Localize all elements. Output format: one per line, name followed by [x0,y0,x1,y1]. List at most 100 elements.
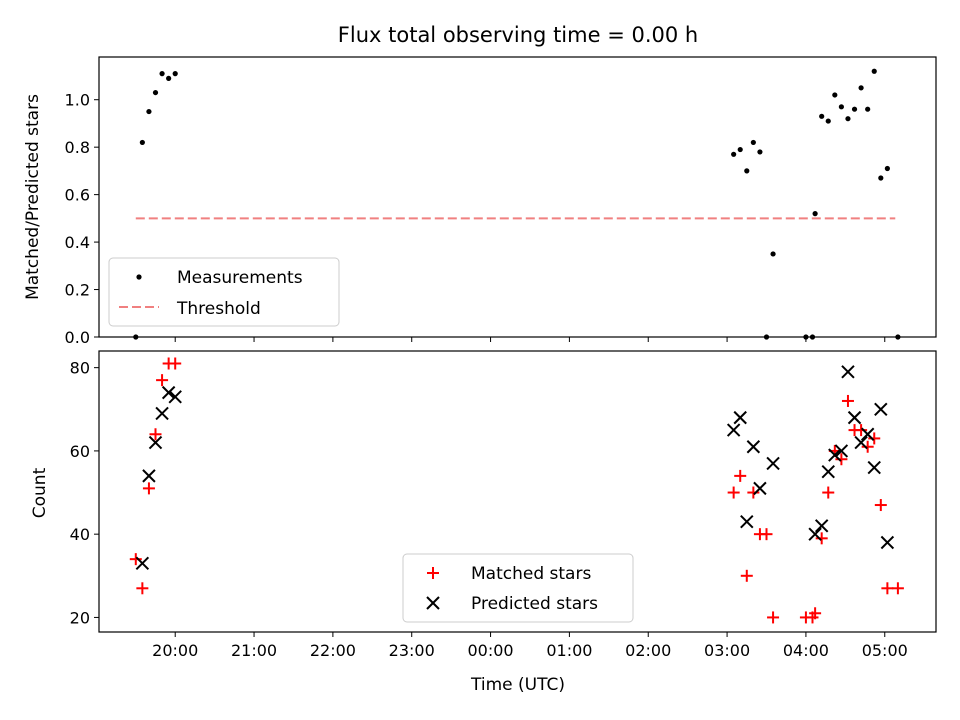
measurement-point [172,71,178,77]
x-tick-label: 20:00 [152,641,198,660]
measurement-point [750,139,756,146]
bottom-y-ticks: 20 40 60 80 [70,359,99,627]
measurement-point [845,116,851,122]
top-y-tick-label: 0.4 [65,233,90,252]
bottom-y-tick-label: 80 [70,359,90,378]
measurement-point [166,75,172,81]
measurement-series [133,68,901,340]
predicted-star-point [834,444,849,458]
measurement-point [851,106,858,112]
x-tick-label: 03:00 [704,641,750,660]
top-y-tick-label: 0.2 [65,281,90,300]
measurement-point [871,68,877,74]
predicted-star-point [841,365,855,379]
predicted-star-point [753,481,767,496]
top-legend: Measurements Threshold [108,257,340,327]
predicted-star-point [814,519,829,533]
matched-star-point [891,582,904,595]
bottom-panel: 20 40 60 80 20:00 21:00 22:00 23:00 00:00 01:00 0… [30,350,937,695]
matched-star-point [156,374,169,387]
x-tick-label: 04:00 [783,641,829,660]
measurement-point [146,108,152,115]
bottom-y-tick-label: 60 [70,442,90,461]
legend-label-matched-stars: Matched stars [471,564,591,584]
top-y-tick-label: 1.0 [65,91,90,110]
predicted-star-point [867,460,881,475]
bottom-legend: Matched stars Predicted stars [402,553,634,623]
matched-star-point [855,424,868,437]
predicted-star-point [726,423,741,437]
predicted-star-point [880,535,895,550]
legend-label-predicted-stars: Predicted stars [471,594,598,614]
predicted-star-point [854,435,868,450]
measurement-point [770,251,776,257]
bottom-legend-box [402,553,634,623]
bottom-x-ticks: 20:00 21:00 22:00 23:00 00:00 01:00 02:00 03:00… [152,632,908,660]
predicted-stars-series [135,365,895,571]
measurement-point [838,104,844,110]
matched-star-point [861,440,874,453]
matched-star-point [169,357,182,370]
matched-star-point [760,528,773,541]
legend-marker-predicted-stars [426,596,440,610]
matched-star-point [129,553,142,566]
x-axis-label: Time (UTC) [470,675,565,695]
predicted-star-point [161,385,176,400]
bottom-y-tick-label: 20 [70,608,90,627]
predicted-star-point [874,402,888,416]
predicted-star-point [821,465,835,479]
measurement-point [884,165,890,172]
x-tick-label: 02:00 [625,641,671,660]
matched-star-point [727,486,740,499]
measurement-point [832,92,838,98]
legend-marker-matched-stars [427,567,439,579]
predicted-star-point [142,469,156,483]
matched-star-point [815,532,828,545]
matched-star-point [822,486,835,499]
predicted-star-point [766,456,780,471]
x-tick-label: 23:00 [389,641,435,660]
matched-star-point [740,569,753,582]
predicted-star-point [808,527,822,541]
measurement-point [139,139,145,146]
measurement-point [878,175,884,181]
top-y-tick-label: 0.0 [65,328,90,347]
x-tick-label: 05:00 [862,641,908,660]
matched-star-point [868,432,881,445]
predicted-star-point [168,390,182,404]
predicted-star-point [847,410,862,425]
measurement-point [731,151,737,157]
measurement-point [159,71,165,77]
matched-star-point [841,394,854,407]
top-panel: 0.0 0.2 0.4 0.6 0.8 1.0 Matched/Predicted sta… [23,56,937,347]
predicted-star-point [148,435,163,450]
matched-star-point [874,499,887,512]
top-y-tick-label: 0.6 [65,186,90,205]
legend-label-measurements: Measurements [177,268,303,288]
top-plot-frame [98,56,937,338]
predicted-star-point [733,410,747,425]
matched-star-point [142,482,155,495]
matched-star-point [881,582,894,595]
measurement-point [744,168,750,174]
matched-star-point [835,453,848,466]
top-x-ticks [174,337,886,342]
bottom-y-axis-label: Count [30,467,50,518]
predicted-star-point [746,440,761,454]
matched-star-point [149,428,162,441]
predicted-star-point [860,427,875,441]
matched-star-point [734,469,747,482]
measurement-point [858,85,864,91]
predicted-star-point [135,556,150,571]
legend-marker-measurements [136,274,142,280]
x-tick-label: 01:00 [546,641,592,660]
predicted-star-point [828,448,842,462]
matched-star-point [747,486,760,499]
top-legend-box [108,257,340,327]
top-y-ticks: 0.0 0.2 0.4 0.6 0.8 1.0 [65,91,99,347]
legend-label-threshold: Threshold [176,299,261,319]
matched-stars-series [129,357,904,624]
bottom-plot-frame [98,350,937,633]
measurement-point [825,118,831,124]
